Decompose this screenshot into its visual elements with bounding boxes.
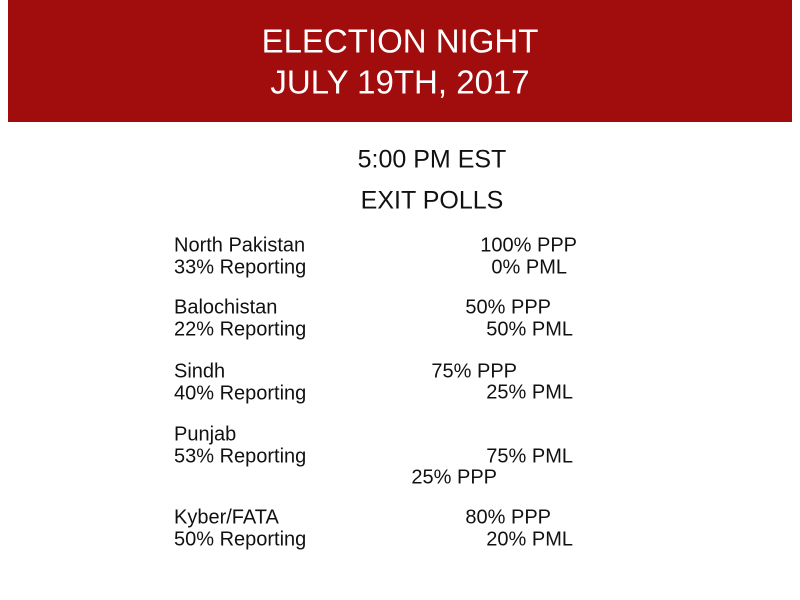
region-result: 100% PPP — [480, 234, 577, 256]
header-title: JULY 19TH, 2017 — [270, 64, 529, 101]
region-name: North Pakistan — [174, 234, 305, 256]
region-reporting: 33% Reporting — [174, 256, 306, 278]
region-name: Sindh — [174, 360, 225, 382]
region-result: 20% PML — [486, 528, 573, 550]
header-band — [8, 0, 792, 122]
region-result: 75% PML — [486, 445, 573, 467]
region-result: 25% PML — [486, 381, 573, 403]
region-result: 50% PPP — [465, 296, 551, 318]
region-reporting: 22% Reporting — [174, 318, 306, 340]
region-name: Kyber/FATA — [174, 506, 280, 528]
region-reporting: 53% Reporting — [174, 445, 306, 467]
region-reporting: 50% Reporting — [174, 528, 306, 550]
subtitle: EXIT POLLS — [361, 187, 504, 215]
region-result: 25% PPP — [411, 466, 497, 488]
region-name: Punjab — [174, 423, 236, 445]
subtitle: 5:00 PM EST — [358, 146, 507, 174]
header-title: ELECTION NIGHT — [262, 23, 539, 60]
region-result: 80% PPP — [465, 506, 551, 528]
region-name: Balochistan — [174, 296, 277, 318]
region-reporting: 40% Reporting — [174, 382, 306, 404]
region-result: 75% PPP — [431, 360, 517, 382]
region-result: 50% PML — [486, 318, 573, 340]
region-result: 0% PML — [491, 256, 567, 278]
